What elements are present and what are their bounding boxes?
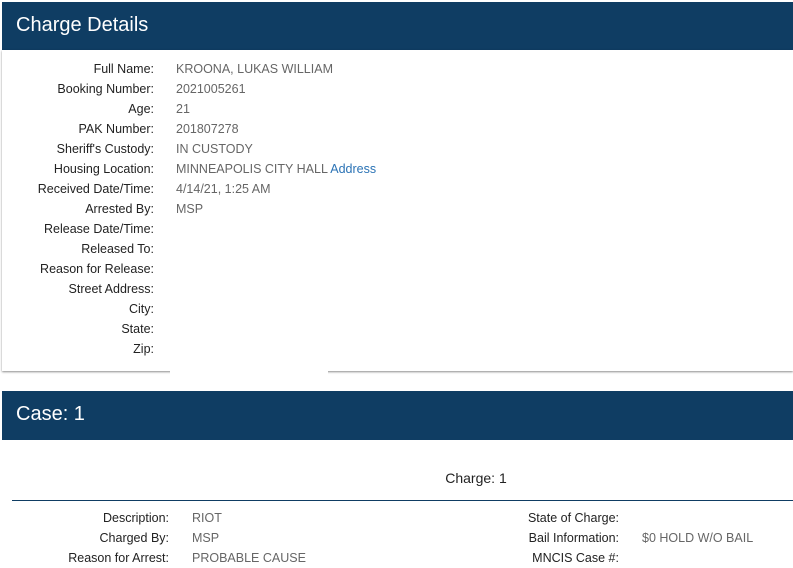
field-value-text: 4/14/21, 1:25 AM [176,182,271,196]
page-title: Charge Details [16,14,149,36]
field-label: Charged By: [99,531,169,545]
field-value: 201807278 [176,119,239,139]
field-value: MSP [192,528,219,548]
field-label: State of Charge: [527,511,619,525]
field-label: State: [121,322,154,336]
field-row: Released To: [0,239,154,259]
case-title: Case: 1 [16,403,85,425]
field-value-text: IN CUSTODY [176,142,253,156]
field-value: MSP [176,199,203,219]
panel-gap [170,368,328,376]
field-value-text: KROONA, LUKAS WILLIAM [176,62,333,76]
field-value: IN CUSTODY [176,139,253,159]
field-row: Booking Number: 2021005261 [0,79,245,99]
field-label: Released To: [81,242,154,256]
field-value-text: 2021005261 [176,82,246,96]
field-row: Zip: [0,339,154,359]
field-label: Description: [103,511,169,525]
field-label: Booking Number: [57,82,154,96]
field-label: Street Address: [68,282,154,296]
field-label: Reason for Release: [40,262,154,276]
field-label: Full Name: [93,62,154,76]
charge-title: Charge: 1 [445,470,507,486]
field-value: KROONA, LUKAS WILLIAM [176,59,333,79]
field-row: Full Name: KROONA, LUKAS WILLIAM [0,59,333,79]
field-label: Received Date/Time: [37,182,154,196]
field-value-text: RIOT [192,511,222,525]
charge-details-header: Charge Details [2,2,793,50]
field-value-text: $0 HOLD W/O BAIL [642,531,754,545]
field-label: Age: [128,102,154,116]
field-value-text: MSP [176,202,204,216]
field-row: Housing Location: MINNEAPOLIS CITY HALL A… [0,159,376,179]
field-row: Sheriff's Custody: IN CUSTODY [0,139,253,159]
field-label: Arrested By: [85,202,154,216]
field-row: Reason for Release: [0,259,154,279]
field-row: Bail Information: $0 HOLD W/O BAIL [0,528,753,548]
field-value: RIOT [192,508,222,528]
field-value: $0 HOLD W/O BAIL [642,528,753,548]
field-value-text: 21 [176,102,190,116]
field-value-text: MINNEAPOLIS CITY HALL [176,162,328,176]
field-row: Charged By: MSP [0,528,220,548]
field-label: Bail Information: [528,531,619,545]
field-value: MINNEAPOLIS CITY HALL Address [176,159,376,179]
field-row: City: [0,299,154,319]
field-label: Sheriff's Custody: [56,142,154,156]
field-label: Housing Location: [53,162,154,176]
field-value: 4/14/21, 1:25 AM [176,179,271,199]
field-label: City: [129,302,154,316]
field-value-text: 201807278 [176,122,239,136]
divider [12,500,793,501]
field-label: MNCIS Case #: [532,551,619,565]
field-value-text: MSP [192,531,220,545]
field-row: Release Date/Time: [0,219,154,239]
field-label: Zip: [133,342,154,356]
field-label: Release Date/Time: [44,222,154,236]
field-value: 21 [176,99,190,119]
field-row: MNCIS Case #: [0,548,619,568]
field-row: PAK Number: 201807278 [0,119,239,139]
field-row: Received Date/Time: 4/14/21, 1:25 AM [0,179,271,199]
field-row: Age: 21 [0,99,190,119]
address-link[interactable]: Address [330,162,377,176]
case-header: Case: 1 [2,391,793,440]
field-row: State of Charge: [0,508,619,528]
field-row: State: [0,319,154,339]
field-row: Arrested By: MSP [0,199,203,219]
field-value: 2021005261 [176,79,246,99]
field-row: Description: RIOT [0,508,222,528]
field-row: Street Address: [0,279,154,299]
field-label: PAK Number: [78,122,155,136]
